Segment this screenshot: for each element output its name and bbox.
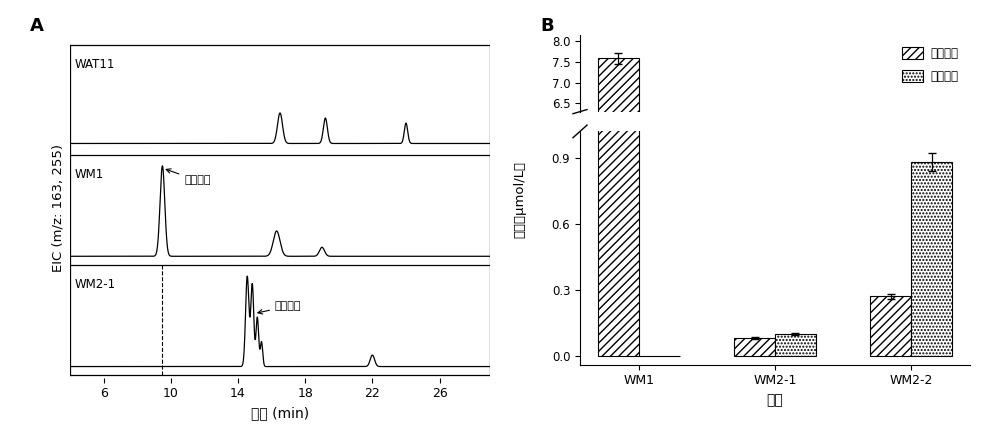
Y-axis label: EIC (m/z: 163, 255): EIC (m/z: 163, 255) <box>51 145 64 272</box>
Text: WM1: WM1 <box>75 168 104 181</box>
Text: WAT11: WAT11 <box>75 58 115 71</box>
Bar <box>870 362 911 374</box>
Bar <box>911 162 952 356</box>
Text: 对香豆酸: 对香豆酸 <box>166 169 211 185</box>
Bar <box>598 0 639 356</box>
Bar <box>775 369 816 374</box>
Text: A: A <box>30 17 44 35</box>
X-axis label: 时间 (min): 时间 (min) <box>251 406 309 420</box>
Bar <box>598 59 639 374</box>
Bar <box>870 296 911 356</box>
Bar <box>734 370 775 374</box>
Bar <box>911 337 952 374</box>
Text: 异甘草素: 异甘草素 <box>258 301 301 314</box>
Legend: 对香豆酸, 异甘草素: 对香豆酸, 异甘草素 <box>896 41 964 89</box>
Bar <box>775 334 816 356</box>
Text: B: B <box>540 17 554 35</box>
Bar <box>734 338 775 356</box>
Text: WM2-1: WM2-1 <box>75 278 116 291</box>
Text: 产量（μmol/L）: 产量（μmol/L） <box>514 161 526 238</box>
X-axis label: 菌株: 菌株 <box>767 393 783 407</box>
